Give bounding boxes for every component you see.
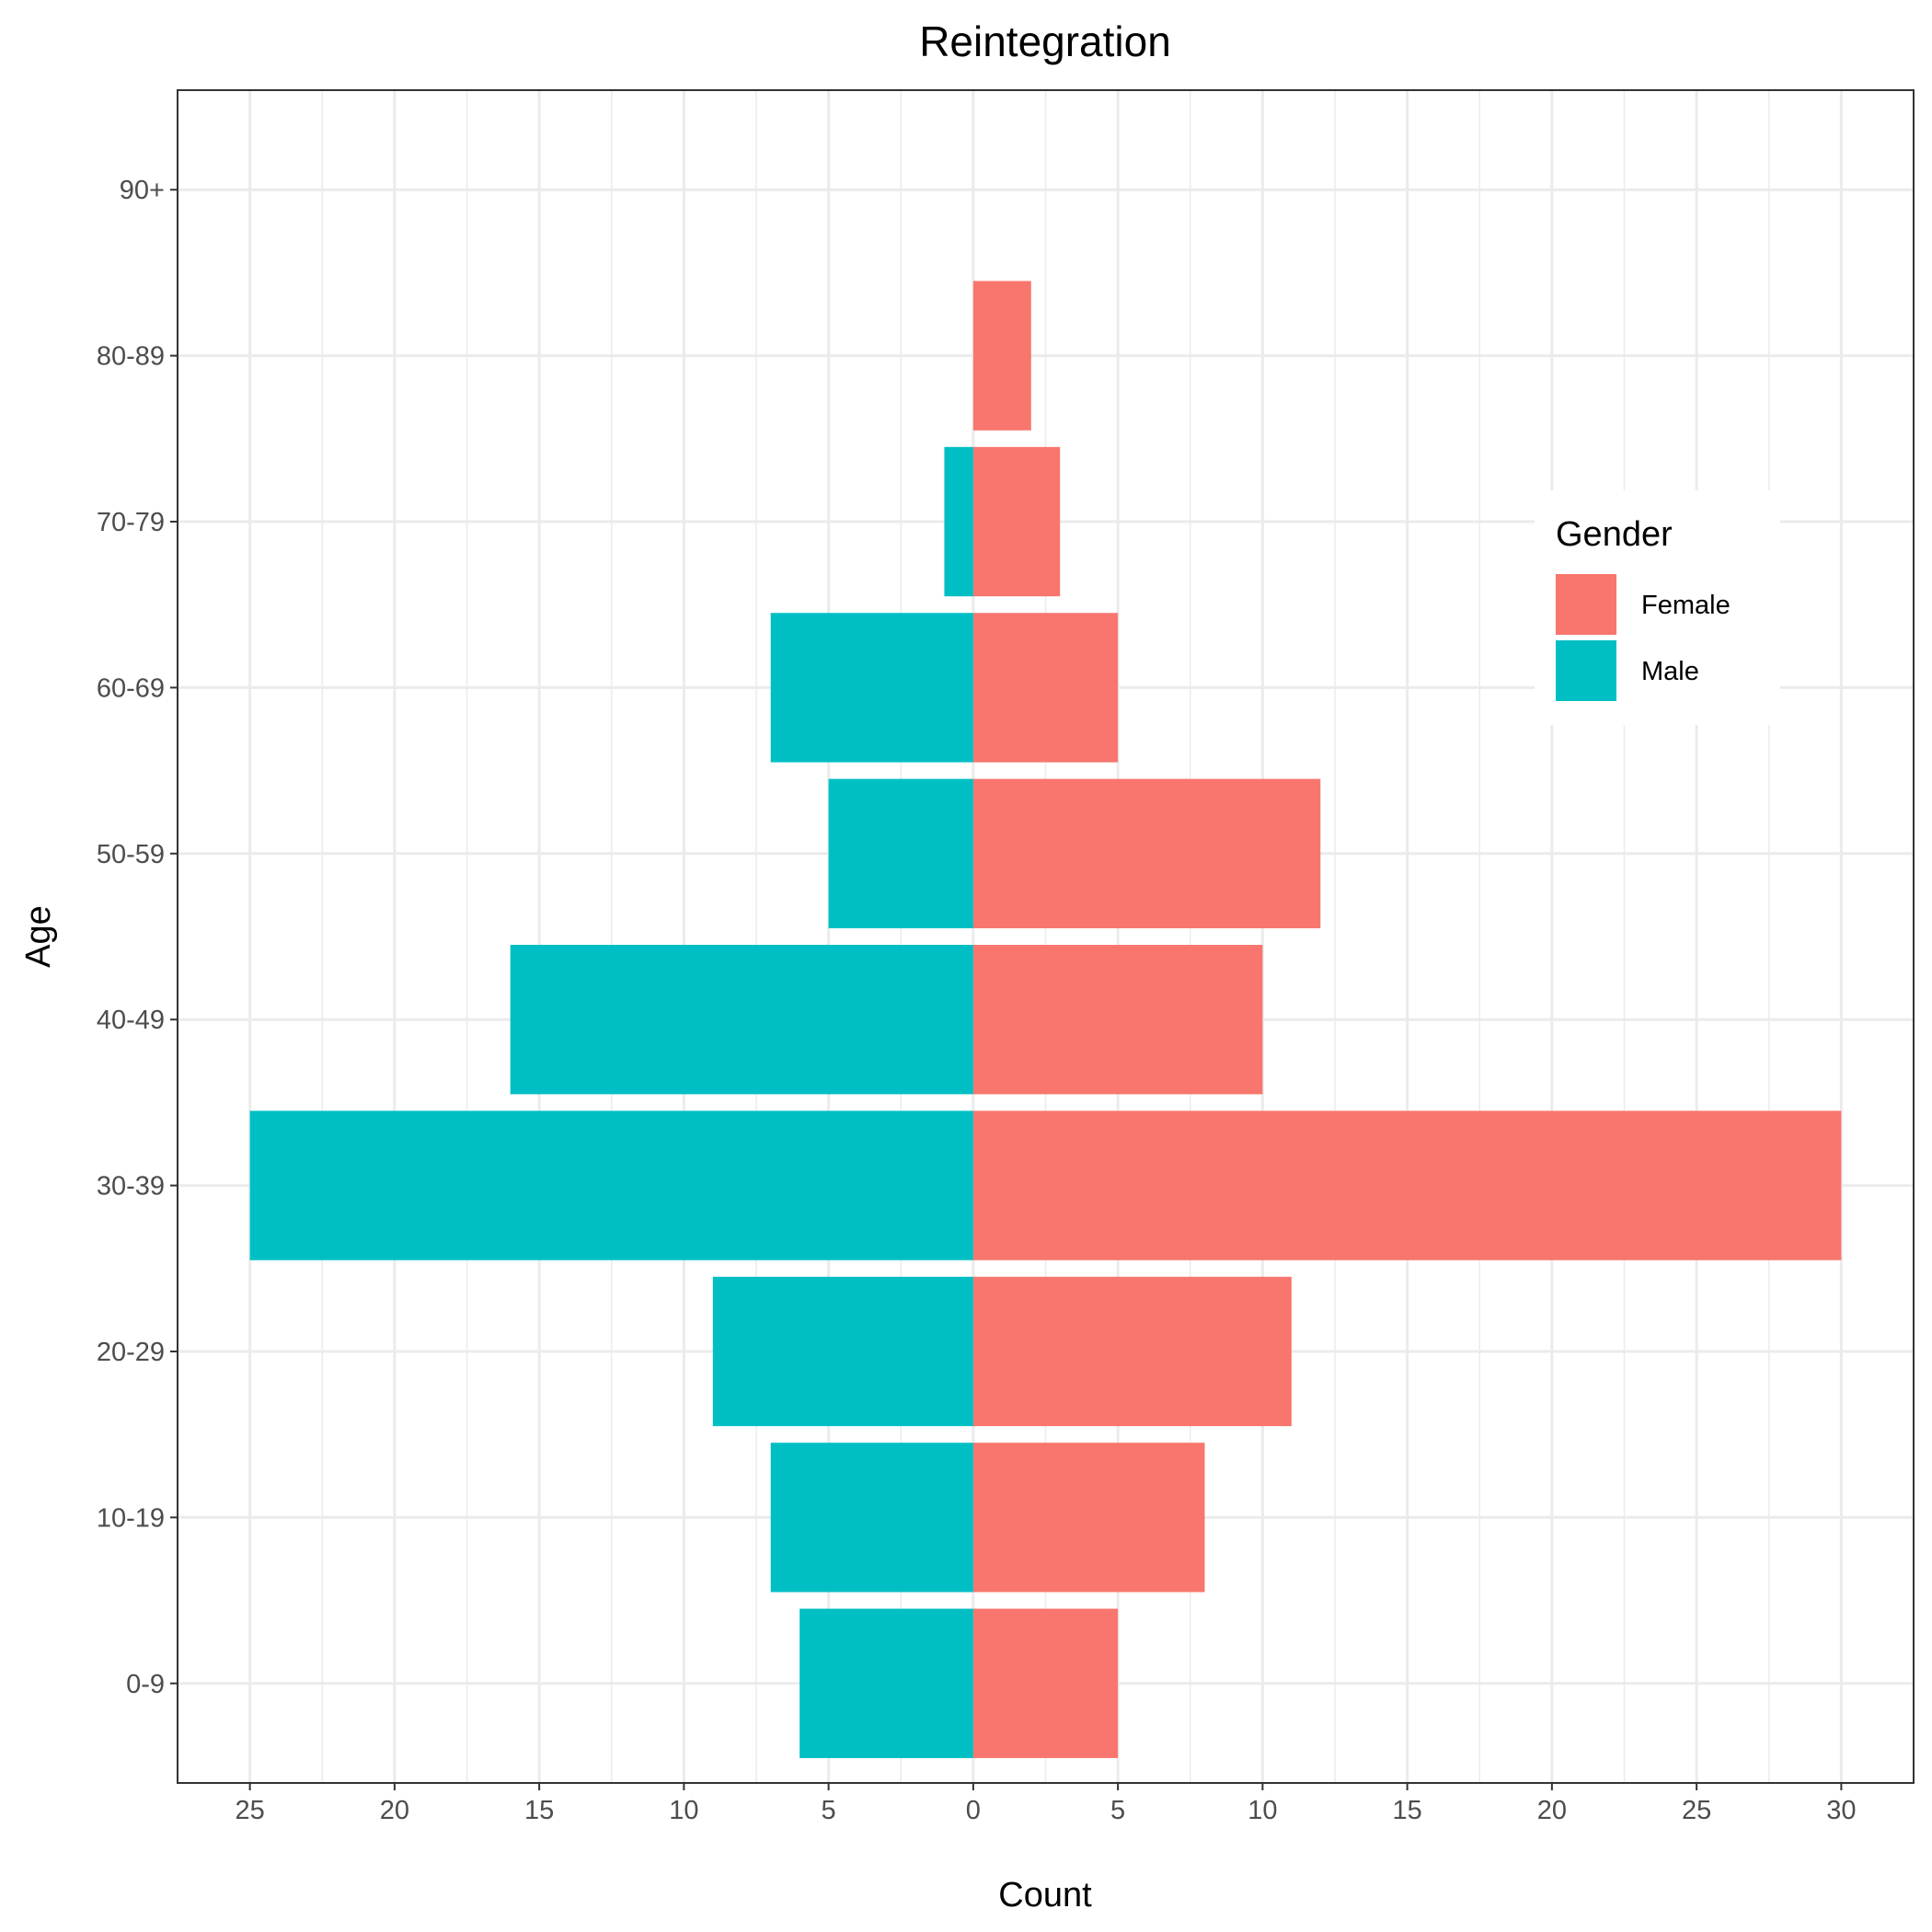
x-axis-title: Count — [998, 1876, 1092, 1915]
y-tick-label: 20-29 — [97, 1338, 165, 1367]
x-tick-label: 10 — [1248, 1796, 1277, 1825]
bar-female-50-59 — [972, 778, 1321, 928]
bar-male-70-79 — [944, 446, 973, 597]
legend-key-male — [1556, 640, 1616, 701]
bar-male-40-49 — [510, 945, 973, 1095]
y-tick-label: 0-9 — [126, 1670, 165, 1699]
y-axis-title: Age — [19, 905, 58, 968]
bar-male-30-39 — [249, 1110, 973, 1260]
y-tick-label: 60-69 — [97, 673, 165, 703]
y-tick-label: 70-79 — [97, 508, 165, 537]
y-tick-label: 40-49 — [97, 1006, 165, 1035]
x-tick-label: 30 — [1826, 1796, 1856, 1825]
x-tick-label: 15 — [1392, 1796, 1421, 1825]
bar-male-50-59 — [828, 778, 973, 928]
bar-male-60-69 — [770, 613, 973, 763]
bar-male-0-9 — [799, 1608, 973, 1758]
legend-title: Gender — [1556, 515, 1673, 554]
x-tick-label: 5 — [1110, 1796, 1125, 1825]
bar-female-60-69 — [972, 613, 1119, 763]
x-tick-label: 20 — [380, 1796, 409, 1825]
bar-female-30-39 — [972, 1110, 1842, 1260]
bar-male-20-29 — [712, 1276, 973, 1427]
grid-minor — [321, 90, 1770, 1783]
bar-female-0-9 — [972, 1608, 1119, 1758]
x-tick-label: 10 — [669, 1796, 698, 1825]
legend-key-female — [1556, 574, 1616, 635]
x-tick-label: 25 — [1682, 1796, 1711, 1825]
bar-female-20-29 — [972, 1276, 1292, 1427]
bars — [249, 281, 1842, 1758]
x-tick-label: 15 — [524, 1796, 554, 1825]
y-tick-label: 50-59 — [97, 840, 165, 869]
y-axis: 0-9 10-19 20-29 30-39 40-49 50-59 60-69 70-79 80… — [97, 176, 178, 1699]
y-tick-label: 80-89 — [97, 342, 165, 372]
x-tick-label: 20 — [1537, 1796, 1567, 1825]
panel-border — [177, 89, 1915, 1784]
bar-female-40-49 — [972, 945, 1263, 1095]
y-tick-label: 90+ — [120, 176, 165, 205]
legend-label-male: Male — [1641, 657, 1699, 686]
legend-label-female: Female — [1641, 591, 1731, 620]
bar-female-10-19 — [972, 1443, 1205, 1593]
chart-title: Reintegration — [919, 17, 1171, 65]
y-tick-label: 30-39 — [97, 1172, 165, 1202]
bar-female-80-89 — [972, 281, 1031, 431]
x-tick-label: 0 — [966, 1796, 981, 1825]
bar-female-70-79 — [972, 446, 1061, 597]
x-tick-label: 25 — [235, 1796, 264, 1825]
y-tick-label: 10-19 — [97, 1503, 165, 1533]
x-tick-label: 5 — [822, 1796, 836, 1825]
x-axis: 25 20 15 10 5 0 5 10 15 20 25 30 — [235, 1783, 1857, 1825]
legend: Gender Female Male — [1535, 490, 1780, 725]
bar-male-10-19 — [770, 1443, 973, 1593]
